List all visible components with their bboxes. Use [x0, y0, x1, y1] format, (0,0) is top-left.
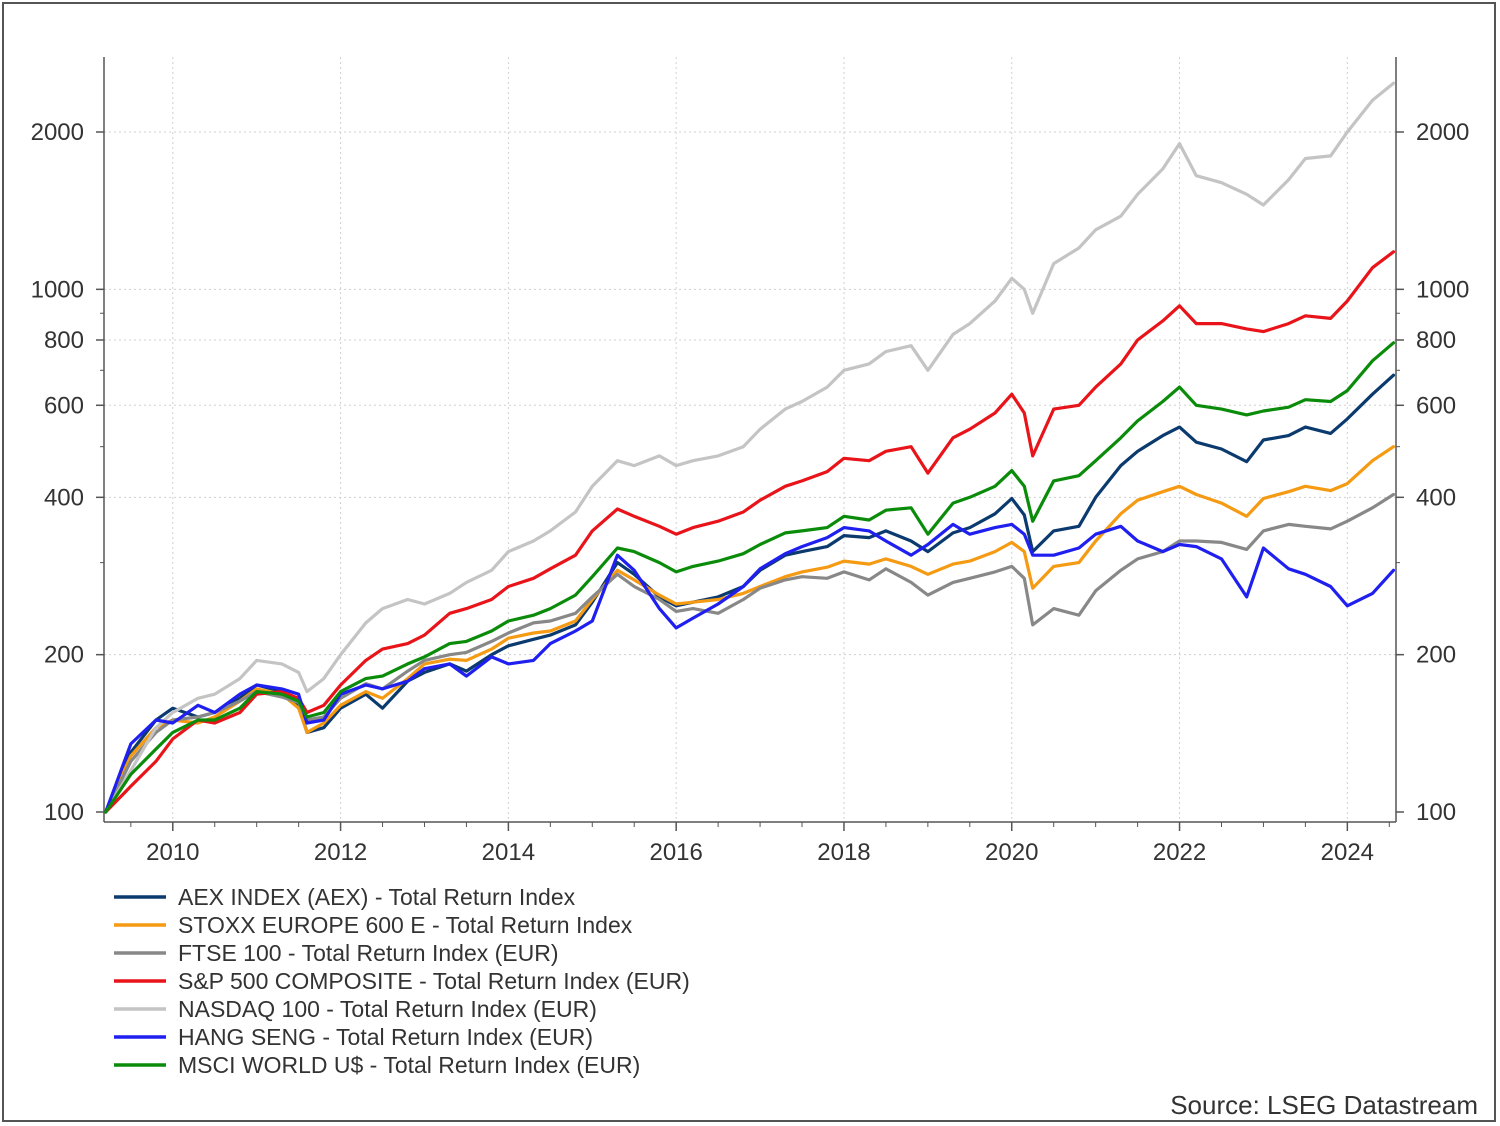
y-tick-label-left: 200 — [44, 642, 84, 669]
series-line-5 — [104, 522, 1396, 814]
legend-label-1: STOXX EUROPE 600 E - Total Return Index — [178, 912, 633, 938]
legend-label-4: NASDAQ 100 - Total Return Index (EUR) — [178, 996, 597, 1022]
series-line-1 — [104, 445, 1396, 814]
x-tick-label: 2010 — [146, 839, 199, 866]
legend-label-2: FTSE 100 - Total Return Index (EUR) — [178, 940, 559, 966]
x-tick-label: 2024 — [1321, 839, 1374, 866]
y-tick-label-right: 400 — [1416, 484, 1456, 511]
x-tick-label: 2014 — [482, 839, 535, 866]
y-tick-label-left: 400 — [44, 484, 84, 511]
legend-label-3: S&P 500 COMPOSITE - Total Return Index (… — [178, 968, 690, 994]
x-tick-label: 2020 — [985, 839, 1038, 866]
legend-label-0: AEX INDEX (AEX) - Total Return Index — [178, 884, 576, 910]
y-tick-label-left: 800 — [44, 327, 84, 354]
series-lines — [104, 81, 1396, 814]
y-tick-label-left: 100 — [44, 799, 84, 826]
legend-label-6: MSCI WORLD U$ - Total Return Index (EUR) — [178, 1052, 640, 1078]
x-tick-label: 2022 — [1153, 839, 1206, 866]
y-tick-label-right: 600 — [1416, 392, 1456, 419]
grid — [104, 57, 1396, 822]
y-tick-label-right: 800 — [1416, 327, 1456, 354]
series-line-4 — [104, 81, 1396, 814]
source-label: Source: LSEG Datastream — [1170, 1090, 1478, 1120]
legend: AEX INDEX (AEX) - Total Return IndexSTOX… — [114, 884, 690, 1078]
series-line-2 — [104, 492, 1396, 814]
x-tick-label: 2018 — [817, 839, 870, 866]
legend-label-5: HANG SENG - Total Return Index (EUR) — [178, 1024, 593, 1050]
series-line-6 — [104, 341, 1396, 814]
y-tick-label-right: 1000 — [1416, 276, 1469, 303]
x-tick-label: 2016 — [649, 839, 702, 866]
y-tick-label-left: 1000 — [31, 276, 84, 303]
y-tick-label-left: 600 — [44, 392, 84, 419]
series-line-3 — [104, 250, 1396, 814]
x-tick-label: 2012 — [314, 839, 367, 866]
axes: 100 100 200 200 400 400 600 600 800 800 1000 1000 20… — [31, 57, 1469, 866]
y-tick-label-left: 2000 — [31, 119, 84, 146]
y-tick-label-right: 2000 — [1416, 119, 1469, 146]
y-tick-label-right: 100 — [1416, 799, 1456, 826]
y-tick-label-right: 200 — [1416, 642, 1456, 669]
